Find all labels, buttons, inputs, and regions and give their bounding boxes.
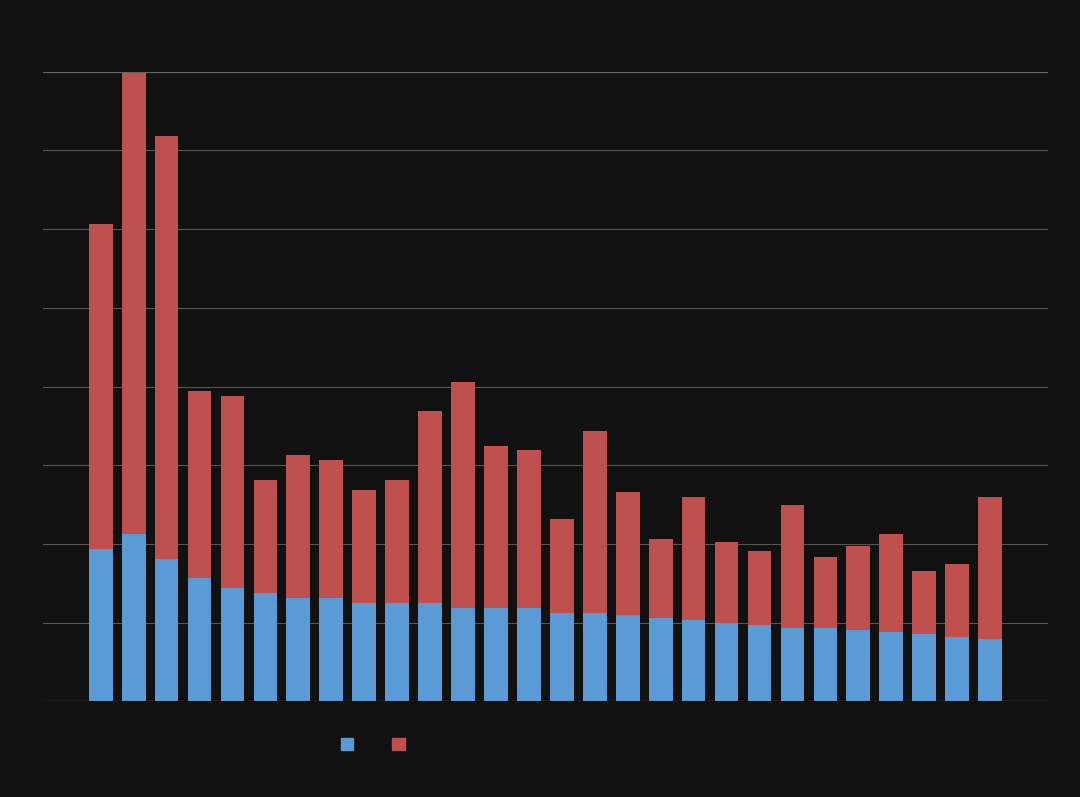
Bar — [154, 135, 178, 559]
Bar — [747, 551, 771, 625]
Bar — [913, 634, 936, 701]
Bar — [813, 627, 837, 701]
Legend: , : , — [335, 732, 415, 757]
Bar — [649, 618, 673, 701]
Bar — [847, 630, 870, 701]
Bar — [781, 627, 805, 701]
Bar — [550, 520, 573, 613]
Bar — [616, 492, 639, 614]
Bar — [188, 579, 212, 701]
Bar — [945, 638, 969, 701]
Bar — [220, 396, 244, 588]
Bar — [913, 571, 936, 634]
Bar — [122, 0, 146, 534]
Bar — [220, 588, 244, 701]
Bar — [550, 613, 573, 701]
Bar — [879, 534, 903, 633]
Bar — [122, 534, 146, 701]
Bar — [747, 625, 771, 701]
Bar — [583, 431, 607, 613]
Bar — [517, 608, 541, 701]
Bar — [978, 497, 1002, 639]
Bar — [451, 608, 475, 701]
Bar — [320, 598, 343, 701]
Bar — [89, 549, 112, 701]
Bar — [254, 480, 278, 593]
Bar — [451, 382, 475, 608]
Bar — [154, 559, 178, 701]
Bar — [386, 603, 409, 701]
Bar — [386, 480, 409, 603]
Bar — [320, 461, 343, 598]
Bar — [847, 546, 870, 630]
Bar — [254, 593, 278, 701]
Bar — [583, 613, 607, 701]
Bar — [715, 622, 739, 701]
Bar — [715, 542, 739, 622]
Bar — [517, 450, 541, 608]
Bar — [484, 608, 508, 701]
Bar — [418, 603, 442, 701]
Bar — [188, 391, 212, 579]
Bar — [616, 614, 639, 701]
Bar — [681, 497, 705, 620]
Bar — [352, 603, 376, 701]
Bar — [286, 598, 310, 701]
Bar — [649, 539, 673, 618]
Bar — [418, 411, 442, 603]
Bar — [484, 446, 508, 608]
Bar — [945, 563, 969, 638]
Bar — [286, 455, 310, 598]
Bar — [978, 639, 1002, 701]
Bar — [879, 633, 903, 701]
Bar — [352, 490, 376, 603]
Bar — [89, 224, 112, 549]
Bar — [813, 557, 837, 627]
Bar — [681, 620, 705, 701]
Bar — [781, 505, 805, 627]
